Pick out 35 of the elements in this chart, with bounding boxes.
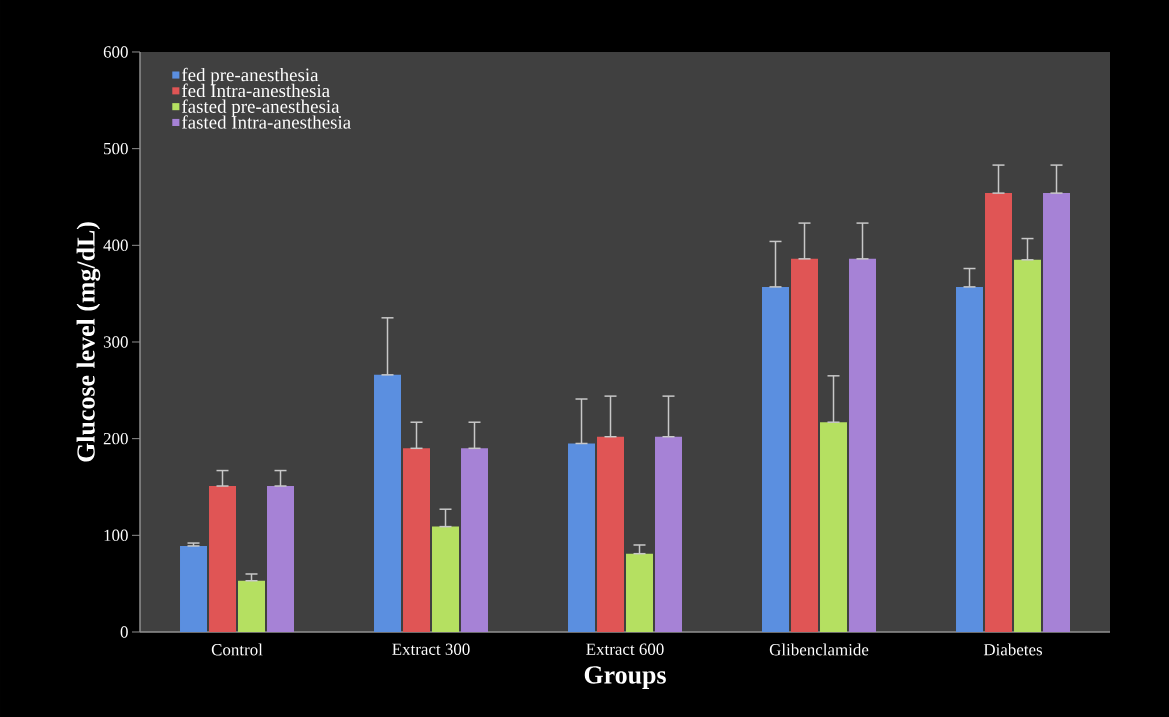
y-tick-label: 600 <box>103 46 128 58</box>
y-tick-label: 300 <box>103 336 128 348</box>
bar <box>820 422 848 632</box>
x-tick-label: Glibenclamide <box>769 643 869 656</box>
bar <box>985 193 1013 632</box>
x-tick-label: Control <box>211 643 263 656</box>
bar <box>626 553 653 632</box>
legend-label: fasted Intra-anesthesia <box>181 115 351 129</box>
bar <box>461 448 489 632</box>
y-tick-label: 400 <box>103 239 128 252</box>
x-tick-label: Extract 600 <box>586 643 664 655</box>
bar <box>1043 193 1071 632</box>
bar <box>956 286 984 632</box>
bar <box>180 545 207 632</box>
bar <box>1014 259 1042 632</box>
x-axis-title: Groups <box>584 666 666 689</box>
bar <box>374 374 402 632</box>
x-tick-label: Extract 300 <box>392 643 470 655</box>
bar <box>849 258 877 632</box>
bar <box>267 486 295 632</box>
bar <box>568 443 595 632</box>
bar <box>209 486 236 632</box>
y-tick-label: 100 <box>104 529 128 542</box>
y-tick-label: 200 <box>103 432 128 445</box>
y-tick-label: 0 <box>120 626 128 638</box>
y-axis-title: Glucose level (mg/dL) <box>76 222 101 462</box>
bar <box>655 436 682 632</box>
bar <box>762 286 790 632</box>
bar <box>432 526 460 632</box>
bar <box>403 448 431 632</box>
bar <box>791 258 819 632</box>
bar <box>238 580 266 632</box>
x-tick-label: Diabetes <box>983 643 1043 656</box>
bar <box>597 436 624 632</box>
y-tick-label: 500 <box>104 142 128 155</box>
